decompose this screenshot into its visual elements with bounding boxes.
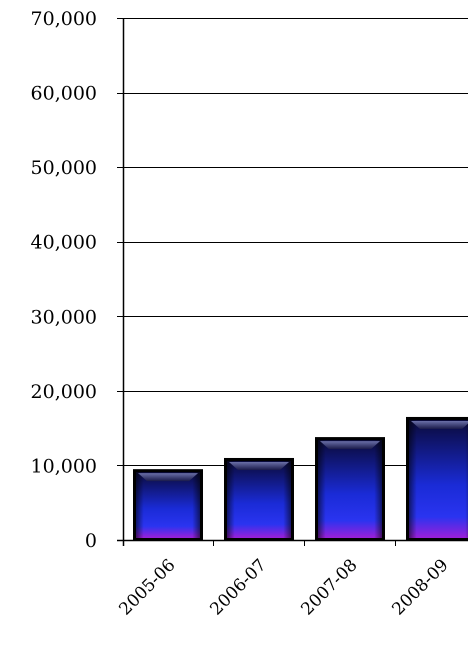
y-tick-label: 60,000 <box>31 83 97 105</box>
y-tick-label: 20,000 <box>31 381 97 403</box>
bar-2008-09 <box>406 416 468 540</box>
y-tick-label: 30,000 <box>31 306 97 328</box>
bar-2005-06 <box>133 469 203 540</box>
y-tick-label: 40,000 <box>31 232 97 254</box>
x-tick-label: 2008-09 <box>388 555 452 619</box>
x-tick-label: 2005-06 <box>115 555 179 619</box>
bar-2006-07 <box>224 457 294 540</box>
gridlines <box>123 18 468 466</box>
bars <box>133 416 468 540</box>
x-tick-label: 2007-08 <box>297 555 361 619</box>
y-tick-label: 70,000 <box>31 8 97 30</box>
y-tick-label: 0 <box>85 530 97 552</box>
y-tick-label: 50,000 <box>31 157 97 179</box>
y-tick-label: 10,000 <box>31 455 97 477</box>
x-tick-labels: 2005-06 2006-07 2007-08 2008-09 <box>115 555 452 619</box>
axes <box>117 18 468 546</box>
bar-2007-08 <box>315 437 385 540</box>
y-tick-labels: 0 10,000 20,000 30,000 40,000 50,000 60,000 70,… <box>31 8 97 552</box>
x-tick-label: 2006-07 <box>206 555 270 619</box>
